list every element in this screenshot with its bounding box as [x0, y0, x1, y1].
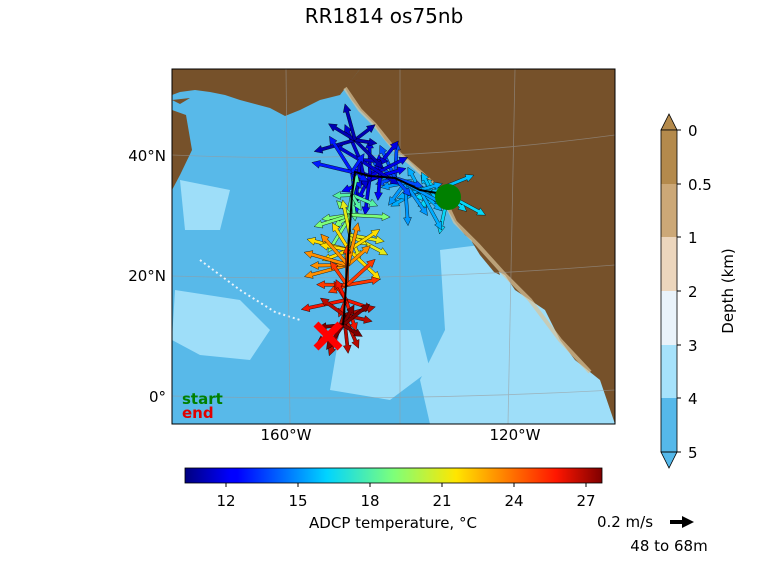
temp-tick-27: 27	[576, 492, 595, 510]
vector-arrow	[343, 103, 357, 141]
lon-label-160w: 160°W	[261, 426, 312, 444]
alaska-land	[172, 69, 360, 116]
vector-arrow	[330, 260, 349, 287]
lat-label-40n: 40°N	[128, 147, 166, 165]
vector-arrow	[316, 280, 348, 290]
depth-tick-1: 1	[688, 229, 698, 247]
scale-arrow-key: 0.2 m/s 48 to 68m	[597, 513, 708, 555]
start-marker	[435, 184, 461, 210]
temp-tick-12: 12	[216, 492, 235, 510]
vector-arrow	[320, 233, 350, 267]
vector-arrow	[365, 139, 374, 177]
vector-arrow	[340, 199, 352, 236]
depth-tick-0: 0	[688, 122, 698, 140]
vector-arrow	[341, 303, 371, 327]
vector-arrow	[309, 261, 349, 270]
end-marker	[313, 321, 343, 351]
temperature-gradient	[184, 467, 603, 484]
temp-tick-15: 15	[288, 492, 307, 510]
lat-label-0: 0°	[149, 388, 166, 406]
hawaiian-ridge	[199, 259, 301, 321]
asia-land	[172, 110, 192, 190]
scale-arrow-icon	[670, 516, 694, 528]
temperature-colorbar: 12 15 18 21 24 27 ADCP temperature, °C	[184, 467, 603, 532]
depth-tick-2: 2	[688, 283, 698, 301]
scale-depth-label: 48 to 68m	[630, 537, 707, 555]
depth-band-0	[661, 130, 677, 184]
vector-arrow	[345, 258, 376, 287]
lon-label-120w: 120°W	[490, 426, 541, 444]
depth-band-5	[661, 398, 677, 452]
vector-arrow	[350, 193, 362, 211]
vector-arrow	[374, 175, 383, 201]
vector-arrow	[303, 250, 349, 267]
vector-arrow	[350, 212, 391, 221]
graticule	[172, 69, 615, 424]
vector-arrow	[341, 323, 363, 337]
vector-arrow	[329, 135, 354, 174]
depth-tick-5: 5	[688, 444, 698, 462]
vector-arrow	[351, 193, 379, 207]
map-panel: start end	[172, 69, 615, 424]
depth-tick-4: 4	[688, 390, 698, 408]
depth-band-2	[661, 237, 677, 291]
depth-colorbar: 0 0.5 1 2 3 4 5 Depth (km)	[660, 113, 737, 469]
scale-arrow-label: 0.2 m/s	[597, 513, 653, 531]
vector-arrow	[361, 175, 372, 216]
depth-band-1	[661, 184, 677, 237]
vector-arrow	[320, 297, 346, 317]
legend-start: start	[182, 390, 223, 408]
vector-arrow	[328, 123, 357, 142]
depth-colorbar-label: Depth (km)	[719, 248, 737, 333]
depth-tick-3: 3	[688, 337, 698, 355]
depth-band-3	[661, 291, 677, 345]
vector-arrow	[394, 176, 424, 189]
temp-tick-21: 21	[432, 492, 451, 510]
legend-end: end	[182, 404, 214, 422]
chart-title: RR1814 os75nb	[304, 4, 464, 28]
map-frame	[171, 68, 616, 425]
temp-tick-18: 18	[360, 492, 379, 510]
shallow-ocean-patches	[172, 180, 615, 424]
vector-arrow	[300, 298, 347, 312]
temp-colorbar-label: ADCP temperature, °C	[309, 514, 477, 532]
depth-colorbar-bottom-extension	[660, 451, 678, 469]
lat-label-20n: 20°N	[128, 267, 166, 285]
aleutian-islands	[172, 98, 190, 104]
vector-arrow	[304, 263, 349, 279]
vector-arrow	[353, 124, 376, 142]
ship-track	[342, 170, 449, 326]
vector-arrow	[331, 222, 351, 252]
depth-band-4	[661, 345, 677, 398]
vector-arrow	[311, 160, 353, 174]
depth-tick-0.5: 0.5	[688, 176, 712, 194]
temp-tick-24: 24	[504, 492, 523, 510]
vector-arrow	[354, 137, 378, 147]
vector-arrow	[350, 153, 365, 174]
depth-colorbar-top-extension	[660, 113, 678, 131]
vector-arrow	[419, 181, 443, 192]
vector-arrow	[353, 138, 384, 169]
